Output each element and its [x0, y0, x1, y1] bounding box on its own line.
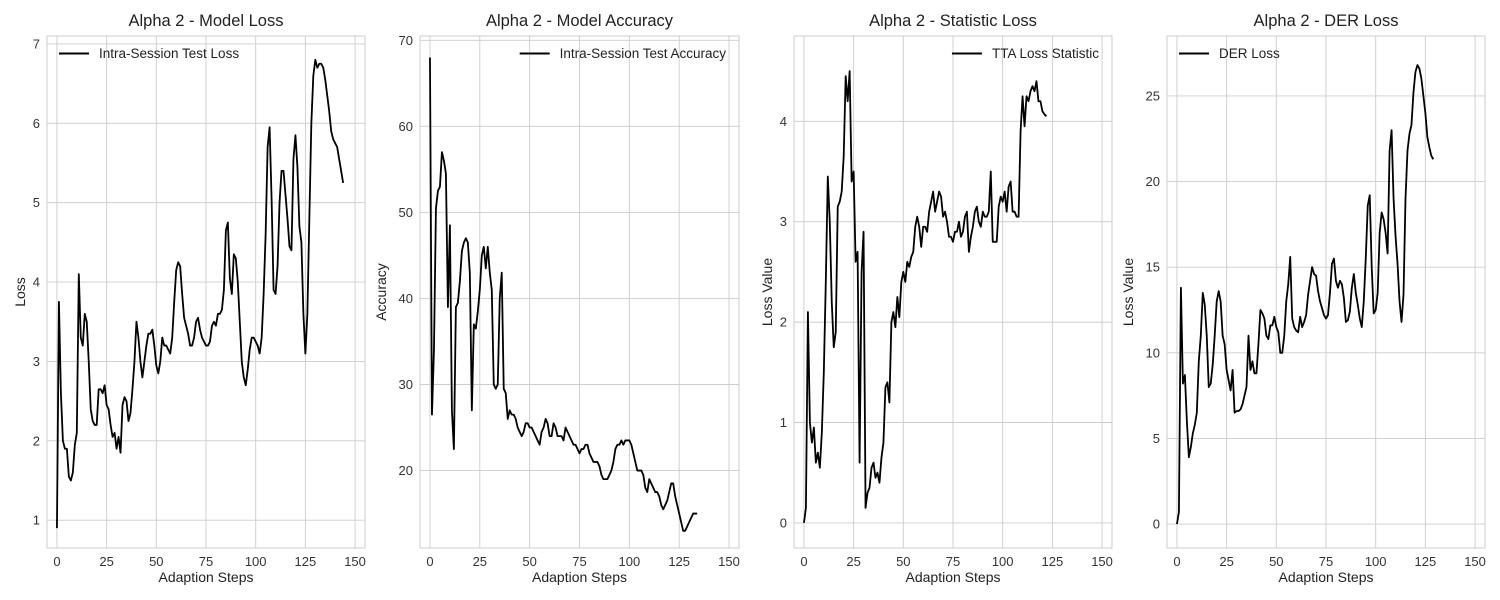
y-tick-label: 25 [1146, 88, 1160, 103]
series-line [56, 58, 345, 529]
y-tick-label: 5 [1153, 431, 1160, 446]
x-tick-label: 100 [245, 554, 267, 569]
axes-frame [419, 35, 740, 549]
x-axis-label: Adaption Steps [906, 569, 1001, 585]
chart-title: Alpha 2 - Statistic Loss [869, 12, 1037, 30]
y-tick-label: 0 [780, 515, 787, 530]
y-tick-label: 5 [33, 195, 40, 210]
x-tick-label: 125 [668, 554, 690, 569]
y-tick-label: 3 [780, 214, 787, 229]
x-tick-label: 0 [800, 554, 807, 569]
x-tick-label: 125 [1042, 554, 1064, 569]
y-tick-label: 20 [399, 463, 413, 478]
axes-frame [1166, 35, 1486, 549]
y-tick-label: 20 [1146, 174, 1160, 189]
y-tick-label: 60 [399, 119, 413, 134]
y-tick-label: 2 [33, 433, 40, 448]
x-tick-label: 50 [522, 554, 536, 569]
x-tick-label: 100 [1365, 554, 1387, 569]
x-tick-label: 75 [946, 554, 960, 569]
legend: DER Loss [1179, 46, 1280, 61]
y-axis-label: Loss Value [759, 258, 775, 326]
legend-label: Intra-Session Test Loss [99, 46, 239, 61]
x-tick-label: 0 [53, 554, 60, 569]
y-tick-label: 6 [33, 116, 40, 131]
x-tick-label: 25 [473, 554, 487, 569]
x-tick-label: 50 [1269, 554, 1283, 569]
x-tick-label: 150 [1464, 554, 1486, 569]
chart-title: Alpha 2 - Model Accuracy [486, 12, 674, 30]
y-tick-label: 40 [399, 291, 413, 306]
legend: Intra-Session Test Loss [59, 46, 239, 61]
series-line [803, 70, 1048, 524]
x-tick-label: 50 [896, 554, 910, 569]
y-tick-label: 50 [399, 205, 413, 220]
legend: TTA Loss Statistic [951, 46, 1099, 61]
x-tick-label: 25 [99, 554, 113, 569]
series-line [429, 57, 698, 532]
legend-label: DER Loss [1219, 46, 1280, 61]
axes-frame [46, 35, 366, 549]
x-tick-label: 100 [992, 554, 1014, 569]
chart-model-loss: 0 25 50 75 100 125 150 1 2 3 4 5 6 7 Alpha 2 - Model L… [12, 12, 366, 585]
y-tick-label: 2 [780, 315, 787, 330]
x-tick-label: 125 [1415, 554, 1437, 569]
y-tick-label: 1 [33, 513, 40, 528]
x-tick-label: 0 [426, 554, 433, 569]
x-tick-label: 25 [1219, 554, 1233, 569]
y-tick-label: 15 [1146, 260, 1160, 275]
y-axis-label: Loss Value [1120, 258, 1136, 326]
x-tick-label: 50 [149, 554, 163, 569]
legend-label: Intra-Session Test Accuracy [560, 46, 727, 61]
legend: Intra-Session Test Accuracy [519, 46, 727, 61]
y-tick-label: 70 [399, 33, 413, 48]
x-tick-label: 150 [344, 554, 366, 569]
x-tick-label: 75 [199, 554, 213, 569]
series-line [1176, 64, 1435, 525]
chart-der-loss: 0 25 50 75 100 125 150 0 5 10 15 20 25 Alpha 2 - DER … [1120, 12, 1486, 585]
x-tick-label: 125 [295, 554, 317, 569]
y-tick-label: 10 [1146, 345, 1160, 360]
x-tick-label: 75 [1319, 554, 1333, 569]
x-tick-label: 100 [618, 554, 640, 569]
y-axis-label: Accuracy [373, 263, 389, 321]
x-tick-label: 150 [718, 554, 740, 569]
x-axis-label: Adaption Steps [1279, 569, 1374, 585]
axes-frame [793, 35, 1113, 549]
x-tick-label: 0 [1173, 554, 1180, 569]
x-tick-label: 150 [1091, 554, 1113, 569]
y-tick-label: 7 [33, 36, 40, 51]
legend-label: TTA Loss Statistic [992, 46, 1099, 61]
x-axis-label: Adaption Steps [532, 569, 627, 585]
y-tick-label: 3 [33, 354, 40, 369]
chart-statistic-loss: 0 25 50 75 100 125 150 0 1 2 3 4 Alpha 2 - Statistic… [759, 12, 1113, 585]
y-tick-label: 30 [399, 377, 413, 392]
x-tick-label: 25 [846, 554, 860, 569]
y-tick-label: 0 [1153, 517, 1160, 532]
y-tick-label: 1 [780, 415, 787, 430]
chart-model-accuracy: 0 25 50 75 100 125 150 20 30 40 50 60 70 Alpha 2 - Mo… [373, 12, 740, 585]
x-axis-label: Adaption Steps [159, 569, 254, 585]
chart-title: Alpha 2 - Model Loss [128, 12, 283, 30]
y-tick-label: 4 [780, 114, 787, 129]
x-tick-label: 75 [572, 554, 586, 569]
y-tick-label: 4 [33, 275, 40, 290]
chart-title: Alpha 2 - DER Loss [1254, 12, 1399, 30]
y-axis-label: Loss [12, 277, 28, 307]
